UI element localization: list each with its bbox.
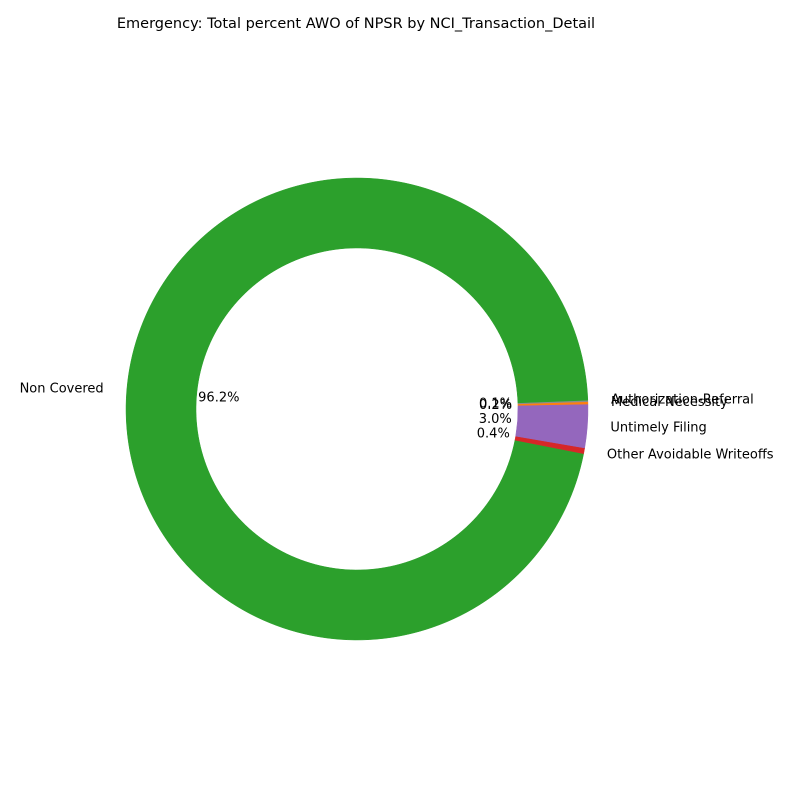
slice-pct-other-avoidable-writeoffs: 0.4% (477, 427, 510, 442)
slice-pct-untimely-filing: 3.0% (479, 412, 512, 427)
slice-label-authorization-referral: Authorization-Referral (611, 393, 754, 408)
slice-label-medical-necessity: Medical Necessity (611, 395, 728, 410)
slice-label-non-covered: Non Covered (20, 382, 104, 397)
slice-pct-medical-necessity: 0.2% (479, 398, 512, 413)
slice-label-untimely-filing: Untimely Filing (610, 421, 706, 436)
slice-pct-non-covered: 96.2% (198, 391, 239, 406)
slice-pct-authorization-referral: 0.1% (479, 397, 512, 412)
slice-untimely-filing (515, 404, 589, 449)
slice-label-other-avoidable-writeoffs: Other Avoidable Writeoffs (607, 448, 774, 463)
chart-title: Emergency: Total percent AWO of NPSR by … (117, 16, 595, 32)
slice-non-covered (125, 177, 589, 641)
